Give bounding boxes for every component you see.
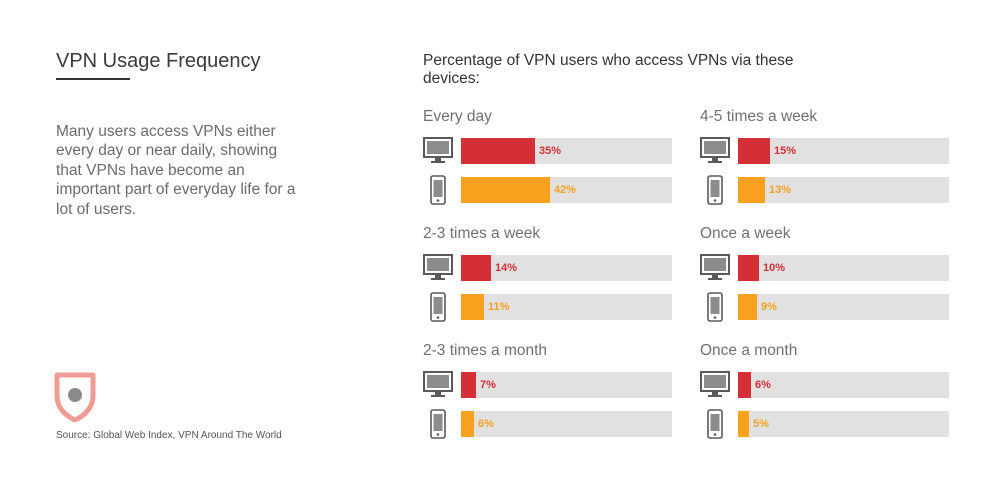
desktop-monitor-icon bbox=[700, 253, 730, 283]
chart-title: Percentage of VPN users who access VPNs … bbox=[423, 52, 794, 87]
category-label: 2-3 times a week bbox=[423, 225, 541, 242]
desktop-value-label: 6% bbox=[755, 379, 771, 391]
desktop-bar bbox=[738, 255, 759, 281]
mobile-bar-row: 6% bbox=[423, 409, 683, 439]
mobile-value-label: 6% bbox=[478, 418, 494, 430]
desktop-value-label: 14% bbox=[495, 262, 518, 274]
mobile-value-label: 9% bbox=[761, 301, 777, 313]
page-title: VPN Usage Frequency bbox=[56, 50, 261, 72]
mobile-bar bbox=[738, 177, 765, 203]
mobile-bar bbox=[738, 294, 757, 320]
mobile-bar bbox=[461, 177, 550, 203]
desktop-bar bbox=[738, 138, 770, 164]
desktop-bar-row: 7% bbox=[423, 370, 683, 400]
category-label: Once a week bbox=[700, 225, 791, 242]
mobile-value-label: 13% bbox=[769, 184, 792, 196]
mobile-value-label: 42% bbox=[554, 184, 577, 196]
mobile-bar-row: 11% bbox=[423, 292, 683, 322]
category-label: 2-3 times a month bbox=[423, 342, 548, 359]
desktop-value-label: 10% bbox=[763, 262, 786, 274]
description-text: Many users access VPNs either every day … bbox=[56, 122, 296, 218]
desktop-monitor-icon bbox=[423, 136, 453, 166]
desktop-bar-row: 14% bbox=[423, 253, 683, 283]
category-label: Every day bbox=[423, 108, 492, 125]
mobile-phone-icon bbox=[423, 175, 453, 205]
mobile-phone-icon bbox=[423, 292, 453, 322]
desktop-bar-row: 35% bbox=[423, 136, 683, 166]
mobile-bar-row: 9% bbox=[700, 292, 960, 322]
mobile-bar bbox=[738, 411, 749, 437]
source-note: Source: Global Web Index, VPN Around The… bbox=[56, 430, 282, 441]
desktop-monitor-icon bbox=[700, 370, 730, 400]
bar-track: 13% bbox=[738, 177, 949, 203]
desktop-monitor-icon bbox=[423, 253, 453, 283]
desktop-value-label: 35% bbox=[539, 145, 562, 157]
bar-track: 42% bbox=[461, 177, 672, 203]
mobile-bar bbox=[461, 411, 474, 437]
mobile-value-label: 11% bbox=[488, 301, 510, 313]
category-label: Once a month bbox=[700, 342, 798, 359]
title-underline bbox=[56, 78, 130, 80]
bar-track: 15% bbox=[738, 138, 949, 164]
bar-track: 7% bbox=[461, 372, 672, 398]
shield-logo-icon bbox=[54, 372, 96, 422]
mobile-bar-row: 42% bbox=[423, 175, 683, 205]
desktop-bar bbox=[461, 138, 535, 164]
desktop-bar-row: 6% bbox=[700, 370, 960, 400]
desktop-bar bbox=[461, 372, 476, 398]
bar-track: 14% bbox=[461, 255, 672, 281]
mobile-phone-icon bbox=[423, 409, 453, 439]
desktop-bar bbox=[461, 255, 491, 281]
mobile-bar-row: 13% bbox=[700, 175, 960, 205]
mobile-bar bbox=[461, 294, 484, 320]
mobile-phone-icon bbox=[700, 409, 730, 439]
mobile-phone-icon bbox=[700, 175, 730, 205]
bar-track: 6% bbox=[738, 372, 949, 398]
bar-track: 35% bbox=[461, 138, 672, 164]
bar-track: 9% bbox=[738, 294, 949, 320]
desktop-bar-row: 15% bbox=[700, 136, 960, 166]
desktop-value-label: 7% bbox=[480, 379, 496, 391]
desktop-monitor-icon bbox=[700, 136, 730, 166]
desktop-bar-row: 10% bbox=[700, 253, 960, 283]
bar-track: 11% bbox=[461, 294, 672, 320]
bar-track: 6% bbox=[461, 411, 672, 437]
mobile-value-label: 5% bbox=[753, 418, 769, 430]
desktop-bar bbox=[738, 372, 751, 398]
mobile-phone-icon bbox=[700, 292, 730, 322]
mobile-bar-row: 5% bbox=[700, 409, 960, 439]
category-label: 4-5 times a week bbox=[700, 108, 818, 125]
desktop-monitor-icon bbox=[423, 370, 453, 400]
bar-track: 5% bbox=[738, 411, 949, 437]
bar-track: 10% bbox=[738, 255, 949, 281]
desktop-value-label: 15% bbox=[774, 145, 797, 157]
